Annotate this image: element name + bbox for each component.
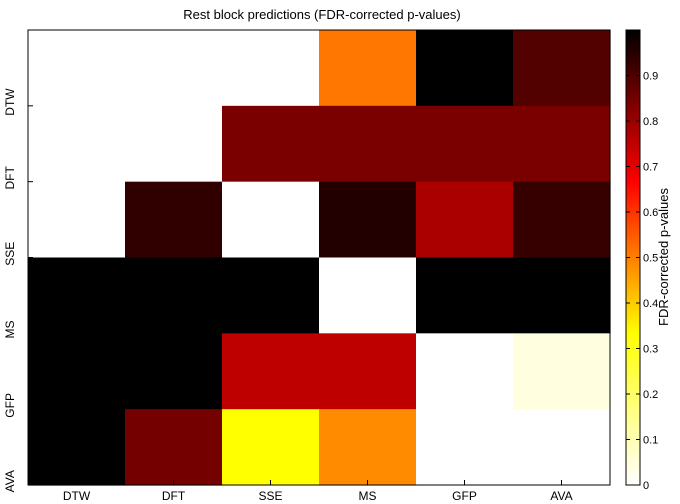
colorbar-tick-label: 0.9	[643, 71, 658, 83]
heatmap-cell	[125, 105, 223, 183]
heatmap-cell	[125, 409, 223, 486]
x-tick-label: DTW	[63, 489, 91, 503]
heatmap-cell	[222, 30, 320, 107]
colorbar-tick-label: 0	[643, 480, 649, 492]
heatmap-cell	[222, 181, 320, 259]
y-tick-label: SSE	[3, 242, 17, 266]
heatmap-cells	[28, 30, 611, 486]
heatmap-cell	[222, 333, 320, 410]
heatmap-cell	[28, 257, 126, 334]
heatmap-cell	[28, 409, 126, 486]
heatmap-cell	[513, 30, 611, 107]
heatmap-cell	[222, 105, 320, 183]
x-tick-label: SSE	[258, 489, 282, 503]
heatmap-cell	[28, 30, 126, 107]
y-tick-label: AVA	[3, 470, 17, 492]
colorbar-tick-label: 0.6	[643, 207, 658, 219]
y-axis: DTW DFT SSE MS GFP AVA	[3, 88, 33, 492]
heatmap-cell	[125, 30, 223, 107]
colorbar-ticks: 0 0.1 0.2 0.3 0.4 0.5 0.6 0.7 0.8 0.9	[626, 71, 658, 492]
heatmap-cell	[513, 257, 611, 334]
x-tick-label: MS	[359, 489, 377, 503]
colorbar-tick-label: 0.1	[643, 435, 658, 447]
heatmap-cell	[319, 105, 417, 183]
colorbar-tick-label: 0.2	[643, 389, 658, 401]
heatmap-cell	[513, 333, 611, 410]
colorbar-tick-label: 0.4	[643, 298, 658, 310]
x-tick-label: AVA	[550, 489, 572, 503]
heatmap-cell	[125, 333, 223, 410]
y-tick-label: DTW	[3, 88, 17, 116]
heatmap-cell	[416, 30, 514, 107]
heatmap-cell	[28, 333, 126, 410]
heatmap-cell	[513, 409, 611, 486]
heatmap-cell	[513, 105, 611, 183]
x-axis: DTW DFT SSE MS GFP AVA	[63, 480, 573, 503]
heatmap-cell	[416, 257, 514, 334]
heatmap-cell	[513, 181, 611, 259]
heatmap-cell	[319, 181, 417, 259]
x-tick-label: GFP	[452, 489, 477, 503]
heatmap-cell	[222, 257, 320, 334]
heatmap-cell	[28, 181, 126, 259]
colorbar-tick-label: 0.7	[643, 162, 658, 174]
colorbar-label: FDR-corrected p-values	[656, 188, 671, 326]
colorbar-tick-label: 0.8	[643, 116, 658, 128]
y-tick-label: DFT	[3, 166, 17, 190]
x-tick-label: DFT	[162, 489, 186, 503]
heatmap-cell	[28, 105, 126, 183]
colorbar-tick-label: 0.3	[643, 344, 658, 356]
heatmap-cell	[222, 409, 320, 486]
heatmap-cell	[416, 105, 514, 183]
heatmap-cell	[416, 333, 514, 410]
heatmap-cell	[319, 409, 417, 486]
heatmap-cell	[319, 333, 417, 410]
heatmap-cell	[125, 181, 223, 259]
chart-title: Rest block predictions (FDR-corrected p-…	[183, 7, 460, 22]
heatmap-cell	[416, 181, 514, 259]
heatmap-cell	[319, 257, 417, 334]
heatmap-cell	[319, 30, 417, 107]
colorbar-tick-label: 0.5	[643, 253, 658, 265]
y-tick-label: GFP	[3, 393, 17, 418]
heatmap-cell	[416, 409, 514, 486]
y-tick-label: MS	[3, 321, 17, 339]
heatmap-cell	[125, 257, 223, 334]
